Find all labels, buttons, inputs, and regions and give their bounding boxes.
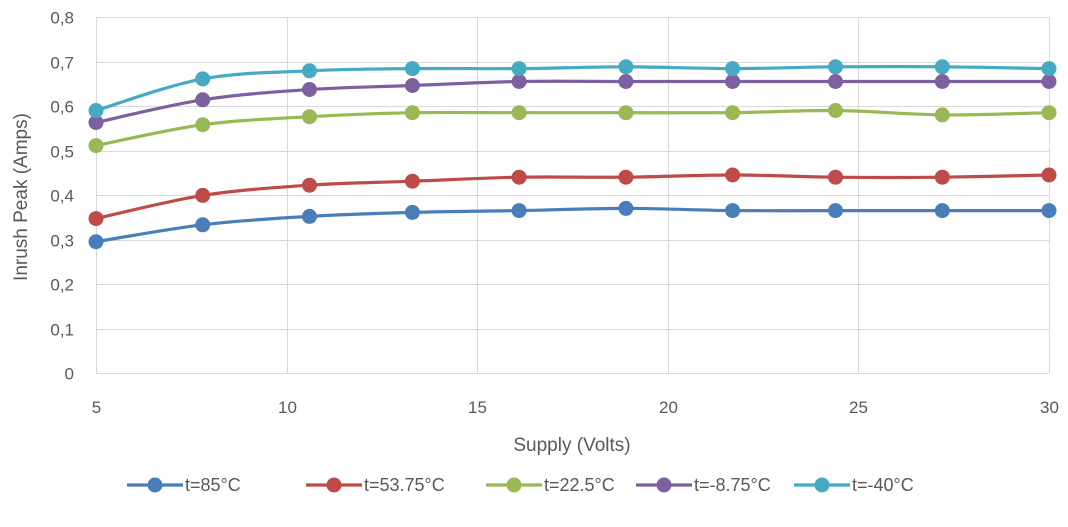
x-tick-label: 20: [659, 398, 678, 417]
data-point: [618, 200, 634, 216]
data-point: [934, 59, 950, 75]
data-point: [934, 169, 950, 185]
x-tick-label: 25: [849, 398, 868, 417]
data-point: [511, 74, 527, 89]
series-1: [88, 200, 1057, 250]
legend-label: t=53.75°C: [364, 475, 445, 495]
y-axis-title: Inrush Peak (Amps): [11, 113, 32, 281]
series-line: [94, 79, 1051, 125]
legend-item: t=-8.75°C: [636, 475, 771, 495]
legend-label: t=-40°C: [852, 475, 914, 495]
data-point: [618, 169, 634, 185]
y-tick-label: 0,3: [50, 232, 74, 251]
data-point: [1041, 61, 1057, 77]
y-axis-ticks: 0 0,1 0,2 0,3 0,4 0,5 0,6 0,7 0,8: [50, 9, 74, 384]
data-point: [195, 187, 211, 203]
data-point: [618, 105, 634, 121]
series-3: [88, 103, 1057, 154]
data-point: [195, 217, 211, 233]
data-point: [195, 71, 211, 87]
legend-label: t=22.5°C: [544, 475, 615, 495]
y-tick-label: 0,8: [50, 9, 74, 28]
series-line: [94, 206, 1051, 244]
series-line: [94, 64, 1051, 113]
series-line: [94, 173, 1051, 221]
x-tick-label: 10: [278, 398, 297, 417]
data-point: [1041, 74, 1057, 89]
data-point: [302, 63, 317, 79]
y-tick-label: 0,7: [50, 54, 74, 73]
y-tick-label: 0,4: [50, 187, 74, 206]
legend-item: t=22.5°C: [486, 475, 615, 495]
data-point: [1041, 105, 1057, 121]
data-point: [511, 105, 527, 121]
x-axis-ticks: 5 10 15 20 25 30: [92, 398, 1059, 417]
data-point: [302, 208, 317, 224]
legend: t=85°C t=53.75°C t=22.5°C t=-8.75°C t=-40°C: [127, 475, 914, 495]
data-point: [725, 61, 741, 77]
data-point: [88, 115, 104, 130]
y-tick-label: 0,5: [50, 143, 74, 162]
legend-marker: [506, 477, 522, 493]
series-line: [94, 108, 1051, 148]
data-point: [828, 103, 843, 118]
data-point: [725, 167, 741, 183]
y-tick-label: 0,1: [50, 321, 74, 340]
data-point: [195, 117, 211, 133]
data-point: [404, 173, 420, 189]
legend-item: t=85°C: [127, 475, 241, 495]
data-point: [302, 109, 317, 125]
data-point: [404, 204, 420, 220]
legend-marker: [326, 477, 342, 493]
data-point: [828, 59, 843, 75]
legend-label: t=85°C: [185, 475, 241, 495]
series-4: [88, 74, 1057, 130]
data-point: [404, 61, 420, 77]
data-point: [88, 211, 104, 227]
data-point: [725, 74, 741, 89]
y-tick-label: 0,6: [50, 98, 74, 117]
legend-label: t=-8.75°C: [694, 475, 771, 495]
data-point: [828, 203, 843, 219]
x-tick-label: 30: [1040, 398, 1059, 417]
x-axis-title: Supply (Volts): [513, 435, 630, 456]
data-point: [618, 74, 634, 89]
data-point: [511, 169, 527, 185]
data-point: [404, 105, 420, 121]
legend-marker: [147, 477, 163, 493]
x-tick-label: 15: [468, 398, 487, 417]
data-point: [828, 74, 843, 89]
data-point: [404, 78, 420, 93]
data-point: [934, 107, 950, 123]
legend-item: t=53.75°C: [306, 475, 445, 495]
data-point: [725, 203, 741, 219]
data-point: [1041, 167, 1057, 183]
data-point: [302, 177, 317, 193]
series-5: [88, 59, 1057, 118]
data-point: [934, 203, 950, 219]
data-point: [934, 74, 950, 89]
legend-item: t=-40°C: [794, 475, 914, 495]
gridlines: [96, 17, 1050, 374]
data-point: [725, 105, 741, 121]
y-tick-label: 0,2: [50, 276, 74, 295]
legend-marker: [656, 477, 672, 493]
data-point: [511, 61, 527, 77]
series-2: [88, 167, 1057, 227]
data-point: [618, 59, 634, 75]
data-point: [302, 82, 317, 97]
data-point: [88, 234, 104, 250]
data-point: [195, 92, 211, 108]
data-point: [511, 203, 527, 219]
x-tick-label: 5: [92, 398, 101, 417]
legend-marker: [814, 477, 830, 493]
data-point: [1041, 203, 1057, 219]
data-point: [828, 169, 843, 185]
y-tick-label: 0: [65, 365, 74, 384]
data-point: [88, 138, 104, 154]
data-point: [88, 103, 104, 118]
series-group: [88, 59, 1057, 250]
